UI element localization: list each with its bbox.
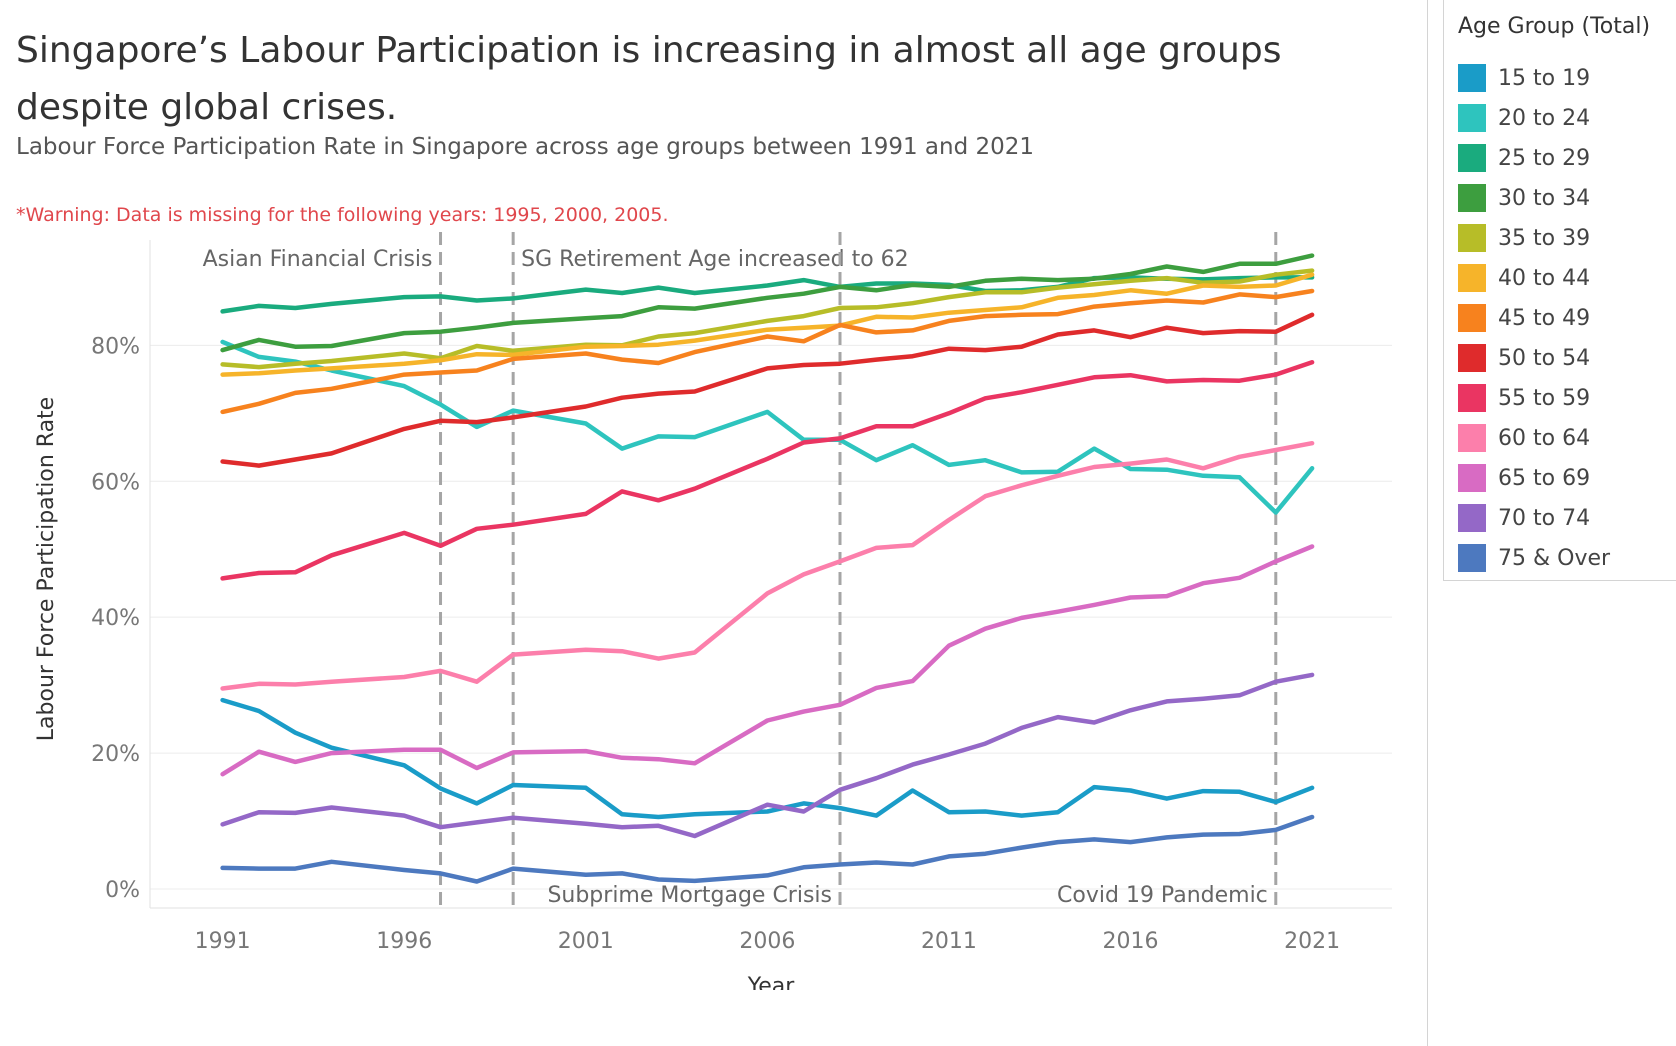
legend-label: 50 to 54 bbox=[1498, 345, 1591, 371]
legend-item[interactable]: 60 to 64 bbox=[1458, 418, 1590, 458]
missing-data-warning: *Warning: Data is missing for the follow… bbox=[16, 204, 669, 226]
legend-label: 45 to 49 bbox=[1498, 305, 1591, 331]
series-line-5 bbox=[220, 272, 1315, 377]
x-tick-label: 2021 bbox=[1284, 929, 1340, 954]
annotation-label-1: SG Retirement Age increased to 62 bbox=[521, 247, 909, 272]
series-line-9 bbox=[220, 440, 1315, 691]
x-tick-label: 2001 bbox=[558, 929, 614, 954]
annotation-label-0: Asian Financial Crisis bbox=[203, 247, 433, 272]
series-line-0 bbox=[220, 697, 1315, 820]
x-tick-label: 2011 bbox=[921, 929, 977, 954]
legend-label: 65 to 69 bbox=[1498, 465, 1591, 491]
axes bbox=[149, 240, 1392, 909]
series-line-6 bbox=[220, 288, 1315, 415]
legend-label: 35 to 39 bbox=[1498, 225, 1591, 251]
legend-swatch bbox=[1458, 344, 1486, 372]
legend-item[interactable]: 25 to 29 bbox=[1458, 138, 1590, 178]
series-line-7 bbox=[220, 312, 1315, 468]
legend-item[interactable]: 20 to 24 bbox=[1458, 98, 1590, 138]
series-line-12 bbox=[220, 814, 1315, 884]
legend-item[interactable]: 55 to 59 bbox=[1458, 378, 1590, 418]
legend-swatch bbox=[1458, 424, 1486, 452]
y-tick-label: 80% bbox=[91, 334, 140, 359]
legend-label: 40 to 44 bbox=[1498, 265, 1591, 291]
legend-swatch bbox=[1458, 104, 1486, 132]
legend-swatch bbox=[1458, 304, 1486, 332]
legend-item[interactable]: 15 to 19 bbox=[1458, 58, 1590, 98]
legend-label: 60 to 64 bbox=[1498, 425, 1591, 451]
x-tick-label: 2006 bbox=[739, 929, 795, 954]
legend-swatch bbox=[1458, 504, 1486, 532]
legend-swatch bbox=[1458, 224, 1486, 252]
x-tick-label: 1996 bbox=[376, 929, 432, 954]
color-legend: Age Group (Total) 15 to 19 20 to 24 25 to … bbox=[1443, 0, 1676, 581]
series-line-4 bbox=[220, 268, 1315, 370]
legend-swatch bbox=[1458, 64, 1486, 92]
legend-label: 25 to 29 bbox=[1498, 145, 1591, 171]
legend-swatch bbox=[1458, 264, 1486, 292]
legend-item[interactable]: 75 & Over bbox=[1458, 538, 1610, 578]
legend-item[interactable]: 30 to 34 bbox=[1458, 178, 1590, 218]
x-tick-label: 1991 bbox=[195, 929, 251, 954]
series-line-2 bbox=[220, 275, 1315, 314]
y-tick-label: 60% bbox=[91, 470, 140, 495]
crisis-annotations: Asian Financial Crisis SG Retirement Age … bbox=[203, 232, 1278, 910]
series-line-3 bbox=[220, 253, 1315, 353]
legend-label: 15 to 19 bbox=[1498, 65, 1591, 91]
legend-swatch bbox=[1458, 464, 1486, 492]
axis-labels: 0% 20% 40% 60% 80% 1991 1996 2001 2006 2011 2016 20… bbox=[34, 334, 1340, 990]
legend-label: 75 & Over bbox=[1498, 545, 1611, 571]
series-line-11 bbox=[220, 672, 1315, 839]
y-axis-title: Labour Force Participation Rate bbox=[34, 397, 59, 741]
x-tick-label: 2016 bbox=[1103, 929, 1159, 954]
legend-swatch bbox=[1458, 384, 1486, 412]
legend-item[interactable]: 35 to 39 bbox=[1458, 218, 1590, 258]
line-chart: Asian Financial Crisis SG Retirement Age … bbox=[34, 232, 1392, 990]
legend-title: Age Group (Total) bbox=[1458, 14, 1651, 39]
y-tick-label: 40% bbox=[91, 606, 140, 631]
legend-label: 30 to 34 bbox=[1498, 185, 1591, 211]
chart-title: Singapore’s Labour Participation is incr… bbox=[16, 30, 1282, 128]
legend-item[interactable]: 65 to 69 bbox=[1458, 458, 1590, 498]
data-series bbox=[220, 253, 1315, 884]
legend-item[interactable]: 40 to 44 bbox=[1458, 258, 1590, 298]
y-tick-label: 0% bbox=[105, 878, 140, 903]
y-tick-label: 20% bbox=[91, 742, 140, 767]
annotation-label-2: Subprime Mortgage Crisis bbox=[547, 883, 832, 908]
legend-label: 55 to 59 bbox=[1498, 385, 1591, 411]
legend-label: 20 to 24 bbox=[1498, 105, 1591, 131]
legend-swatch bbox=[1458, 144, 1486, 172]
legend-label: 70 to 74 bbox=[1498, 505, 1591, 531]
series-line-8 bbox=[220, 360, 1315, 581]
series-line-10 bbox=[220, 544, 1315, 777]
legend-item[interactable]: 70 to 74 bbox=[1458, 498, 1590, 538]
legend-item[interactable]: 45 to 49 bbox=[1458, 298, 1590, 338]
x-axis-title: Year bbox=[747, 974, 796, 990]
panel-divider bbox=[1427, 0, 1428, 1046]
legend-item[interactable]: 50 to 54 bbox=[1458, 338, 1590, 378]
annotation-label-3: Covid 19 Pandemic bbox=[1057, 883, 1268, 908]
chart-subtitle: Labour Force Participation Rate in Singa… bbox=[16, 134, 1035, 160]
legend-swatch bbox=[1458, 544, 1486, 572]
legend-swatch bbox=[1458, 184, 1486, 212]
